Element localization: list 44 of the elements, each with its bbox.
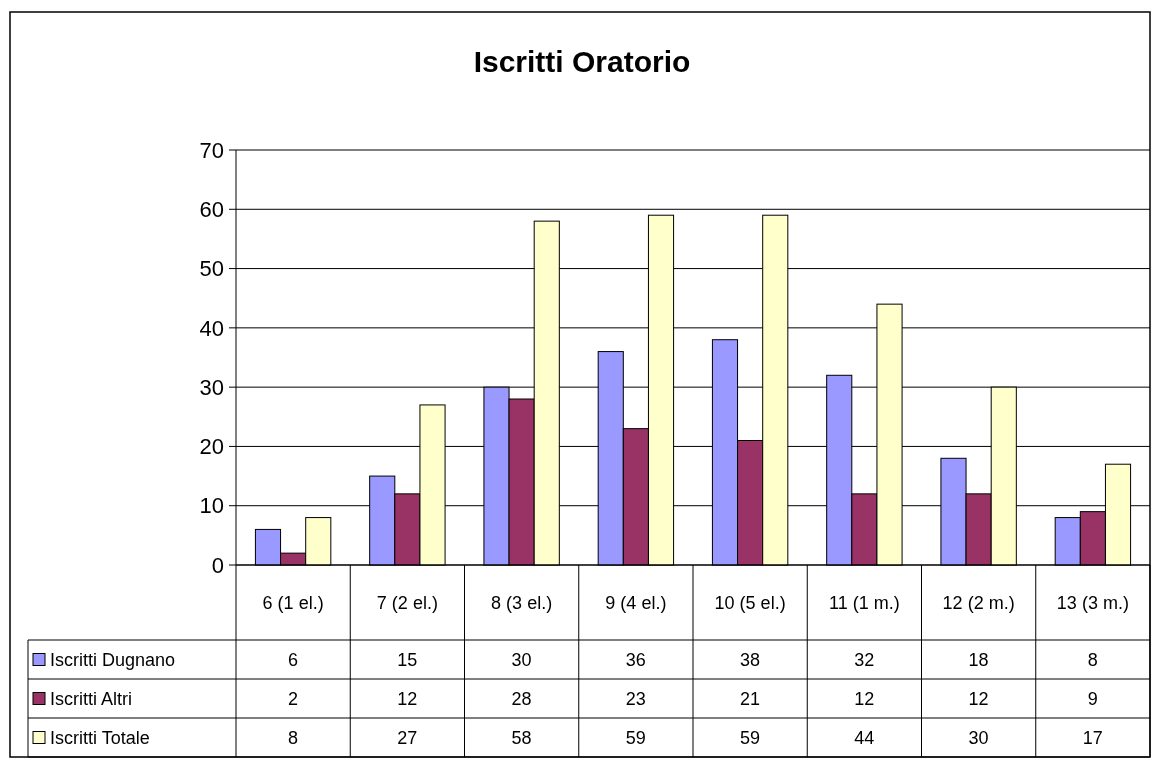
data-label: 59 bbox=[740, 727, 761, 748]
data-label: 30 bbox=[511, 649, 532, 670]
x-tick-label: 10 (5 el.) bbox=[714, 592, 786, 613]
y-tick-label: 60 bbox=[199, 196, 224, 222]
data-label: 15 bbox=[397, 649, 418, 670]
data-label: 28 bbox=[511, 688, 532, 709]
data-label: 8 bbox=[1087, 649, 1098, 670]
x-tick-label: 9 (4 el.) bbox=[605, 592, 667, 613]
data-label: 18 bbox=[968, 649, 989, 670]
data-label: 17 bbox=[1082, 727, 1103, 748]
data-label: 23 bbox=[625, 688, 646, 709]
data-label: 12 bbox=[397, 688, 418, 709]
x-tick-label: 13 (3 m.) bbox=[1056, 592, 1129, 613]
data-label: 8 bbox=[288, 727, 299, 748]
x-tick-label: 12 (2 m.) bbox=[942, 592, 1015, 613]
data-label: 36 bbox=[625, 649, 646, 670]
x-tick-label: 8 (3 el.) bbox=[491, 592, 553, 613]
y-tick-label: 30 bbox=[199, 374, 224, 400]
data-label: 27 bbox=[397, 727, 418, 748]
legend-label: Iscritti Altri bbox=[50, 688, 133, 709]
legend-label: Iscritti Totale bbox=[50, 727, 150, 748]
data-label: 32 bbox=[854, 649, 875, 670]
y-tick-label: 40 bbox=[199, 315, 224, 341]
y-tick-label: 50 bbox=[199, 256, 224, 282]
data-label: 21 bbox=[740, 688, 761, 709]
legend-label: Iscritti Dugnano bbox=[50, 649, 176, 670]
x-tick-label: 7 (2 el.) bbox=[376, 592, 438, 613]
data-label: 2 bbox=[288, 688, 299, 709]
y-tick-label: 70 bbox=[199, 137, 224, 163]
x-tick-label: 6 (1 el.) bbox=[262, 592, 324, 613]
data-label: 12 bbox=[968, 688, 989, 709]
x-tick-label: 11 (1 m.) bbox=[829, 592, 900, 613]
data-label: 59 bbox=[625, 727, 646, 748]
y-tick-label: 0 bbox=[211, 552, 224, 578]
data-label: 9 bbox=[1087, 688, 1098, 709]
y-tick-label: 20 bbox=[199, 434, 224, 460]
data-label: 58 bbox=[511, 727, 532, 748]
y-tick-label: 10 bbox=[199, 493, 224, 519]
data-label: 30 bbox=[968, 727, 989, 748]
data-label: 38 bbox=[740, 649, 761, 670]
chart-title: Iscritti Oratorio bbox=[473, 45, 691, 78]
data-label: 12 bbox=[854, 688, 875, 709]
data-label: 44 bbox=[854, 727, 875, 748]
data-label: 6 bbox=[288, 649, 299, 670]
